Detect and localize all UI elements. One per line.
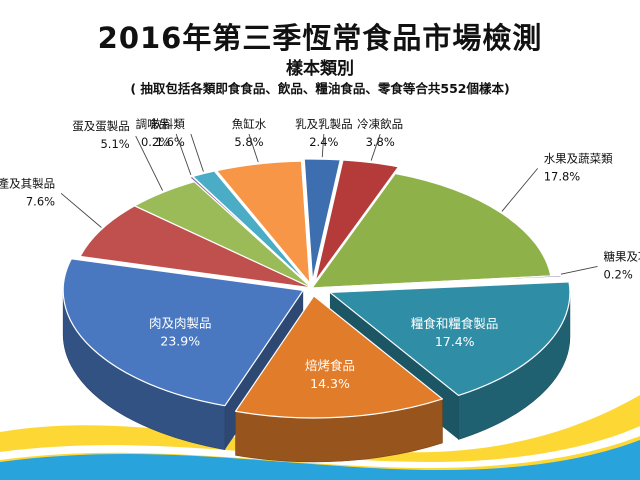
slice-category-label: 調味品	[136, 117, 171, 131]
chart-header: 2016年第三季恆常食品市場檢測 樣本類別 ( 抽取包括各類即食食品、飲品、糧油…	[0, 0, 640, 98]
slice-value-label: 5.1%	[100, 137, 129, 151]
slice-value-label: 5.8%	[234, 135, 263, 149]
slice-12	[216, 160, 311, 284]
slice-value-label: 0.2%	[604, 267, 633, 281]
slice-category-label: 糖果及巧克力製品	[604, 249, 640, 263]
leader-line	[560, 266, 598, 275]
slice-value-label: 7.6%	[26, 194, 55, 208]
slice-value-label: 2.4%	[309, 135, 338, 149]
slice-6	[234, 295, 444, 419]
leader-line	[321, 133, 325, 158]
slice-value-label: 0.2%	[141, 135, 170, 149]
slice-3	[311, 172, 552, 289]
slice-category-label: 蛋及蛋製品	[72, 119, 130, 133]
leader-line	[370, 133, 381, 161]
slice-category-label: 乳及乳製品	[295, 117, 353, 131]
leader-line	[175, 133, 192, 176]
slice-1	[303, 158, 341, 282]
slice-category-label: 水產及其製品	[0, 176, 55, 190]
slice-category-label: 冷凍飲品	[357, 117, 403, 131]
leader-line	[501, 168, 539, 212]
slice-category-label: 焙烤食品	[305, 358, 355, 373]
slice-labels: 乳及乳製品 2.4% 冷凍飲品 3.8% 水果及蔬菜類 17.8% 糖果及巧克力製品 0.2%…	[0, 117, 640, 391]
slice-category-label: 糧食和糧食製品	[411, 316, 499, 331]
chart-title: 2016年第三季恆常食品市場檢測	[97, 21, 543, 55]
leader-line	[135, 135, 163, 191]
slice-value-label: 17.8%	[544, 169, 581, 183]
leader-line	[60, 192, 102, 228]
leader-line	[248, 133, 259, 163]
slice-2	[314, 159, 400, 282]
leader-lines	[60, 133, 598, 275]
slice-value-label: 3.8%	[366, 135, 395, 149]
slice-11	[192, 170, 309, 285]
leader-line	[190, 133, 204, 172]
slice-category-label: 魚缸水	[232, 117, 267, 131]
slice-category-label: 飲料類	[150, 117, 185, 131]
slice-5	[329, 281, 571, 397]
slice-value-label: 23.9%	[160, 334, 200, 349]
slice-4	[321, 274, 562, 289]
chart-note: ( 抽取包括各類即食食品、飲品、糧油食品、零食等合共552個樣本)	[130, 81, 510, 96]
slice-value-label: 17.4%	[435, 334, 475, 349]
chart-subtitle: 樣本類別	[286, 59, 354, 79]
slice-category-label: 水果及蔬菜類	[544, 151, 613, 165]
pie-slices	[62, 158, 571, 419]
slice-7	[62, 258, 304, 407]
slice-8	[79, 205, 313, 289]
slice-category-label: 肉及肉製品	[149, 316, 212, 331]
slice-value-label: 14.3%	[310, 376, 350, 391]
slice-value-label: 1.6%	[156, 135, 185, 149]
